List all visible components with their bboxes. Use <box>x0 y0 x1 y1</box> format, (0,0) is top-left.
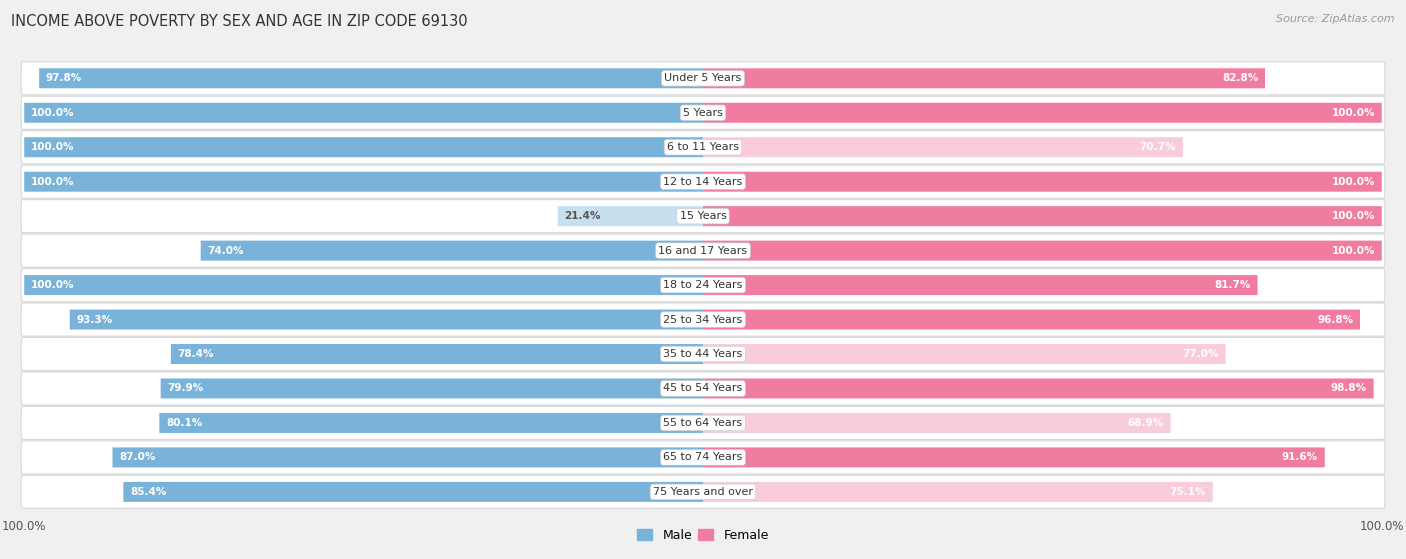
FancyBboxPatch shape <box>703 447 1324 467</box>
FancyBboxPatch shape <box>703 482 1213 502</box>
Text: 98.8%: 98.8% <box>1330 383 1367 394</box>
Text: 65 to 74 Years: 65 to 74 Years <box>664 452 742 462</box>
Text: 21.4%: 21.4% <box>565 211 600 221</box>
Text: 80.1%: 80.1% <box>166 418 202 428</box>
FancyBboxPatch shape <box>172 344 703 364</box>
Text: 75 Years and over: 75 Years and over <box>652 487 754 497</box>
Text: 18 to 24 Years: 18 to 24 Years <box>664 280 742 290</box>
Text: 70.7%: 70.7% <box>1140 142 1175 152</box>
Text: Under 5 Years: Under 5 Years <box>665 73 741 83</box>
Text: 87.0%: 87.0% <box>120 452 156 462</box>
FancyBboxPatch shape <box>703 240 1382 260</box>
FancyBboxPatch shape <box>703 68 1265 88</box>
FancyBboxPatch shape <box>21 165 1385 198</box>
FancyBboxPatch shape <box>703 310 1360 330</box>
FancyBboxPatch shape <box>159 413 703 433</box>
FancyBboxPatch shape <box>21 372 1385 405</box>
Text: 77.0%: 77.0% <box>1182 349 1219 359</box>
Text: 6 to 11 Years: 6 to 11 Years <box>666 142 740 152</box>
Text: INCOME ABOVE POVERTY BY SEX AND AGE IN ZIP CODE 69130: INCOME ABOVE POVERTY BY SEX AND AGE IN Z… <box>11 14 468 29</box>
FancyBboxPatch shape <box>21 200 1385 233</box>
Text: 100.0%: 100.0% <box>1331 177 1375 187</box>
Text: 12 to 14 Years: 12 to 14 Years <box>664 177 742 187</box>
Text: Source: ZipAtlas.com: Source: ZipAtlas.com <box>1277 14 1395 24</box>
FancyBboxPatch shape <box>558 206 703 226</box>
FancyBboxPatch shape <box>124 482 703 502</box>
FancyBboxPatch shape <box>21 303 1385 336</box>
FancyBboxPatch shape <box>703 344 1226 364</box>
FancyBboxPatch shape <box>703 378 1374 399</box>
Text: 15 Years: 15 Years <box>679 211 727 221</box>
Text: 55 to 64 Years: 55 to 64 Years <box>664 418 742 428</box>
Text: 25 to 34 Years: 25 to 34 Years <box>664 315 742 325</box>
Text: 68.9%: 68.9% <box>1128 418 1164 428</box>
Text: 100.0%: 100.0% <box>31 142 75 152</box>
FancyBboxPatch shape <box>24 275 703 295</box>
FancyBboxPatch shape <box>21 475 1385 509</box>
FancyBboxPatch shape <box>24 172 703 192</box>
Text: 75.1%: 75.1% <box>1170 487 1206 497</box>
FancyBboxPatch shape <box>112 447 703 467</box>
Text: 5 Years: 5 Years <box>683 108 723 118</box>
FancyBboxPatch shape <box>24 103 703 123</box>
Text: 45 to 54 Years: 45 to 54 Years <box>664 383 742 394</box>
Text: 100.0%: 100.0% <box>1331 108 1375 118</box>
Text: 91.6%: 91.6% <box>1282 452 1317 462</box>
Text: 81.7%: 81.7% <box>1215 280 1251 290</box>
FancyBboxPatch shape <box>21 96 1385 129</box>
Text: 96.8%: 96.8% <box>1317 315 1353 325</box>
FancyBboxPatch shape <box>21 131 1385 164</box>
Text: 74.0%: 74.0% <box>208 245 245 255</box>
FancyBboxPatch shape <box>70 310 703 330</box>
FancyBboxPatch shape <box>703 172 1382 192</box>
FancyBboxPatch shape <box>703 138 1182 157</box>
Text: 100.0%: 100.0% <box>31 108 75 118</box>
Text: 100.0%: 100.0% <box>1331 211 1375 221</box>
FancyBboxPatch shape <box>21 406 1385 439</box>
FancyBboxPatch shape <box>21 441 1385 474</box>
FancyBboxPatch shape <box>703 275 1257 295</box>
FancyBboxPatch shape <box>160 378 703 399</box>
FancyBboxPatch shape <box>21 338 1385 371</box>
Text: 93.3%: 93.3% <box>76 315 112 325</box>
FancyBboxPatch shape <box>703 103 1382 123</box>
FancyBboxPatch shape <box>703 206 1382 226</box>
FancyBboxPatch shape <box>703 413 1171 433</box>
FancyBboxPatch shape <box>39 68 703 88</box>
Text: 16 and 17 Years: 16 and 17 Years <box>658 245 748 255</box>
Text: 78.4%: 78.4% <box>177 349 214 359</box>
Text: 100.0%: 100.0% <box>31 177 75 187</box>
FancyBboxPatch shape <box>21 268 1385 302</box>
Text: 85.4%: 85.4% <box>131 487 166 497</box>
Text: 82.8%: 82.8% <box>1222 73 1258 83</box>
Legend: Male, Female: Male, Female <box>633 524 773 547</box>
Text: 100.0%: 100.0% <box>1331 245 1375 255</box>
FancyBboxPatch shape <box>21 61 1385 95</box>
FancyBboxPatch shape <box>24 138 703 157</box>
Text: 35 to 44 Years: 35 to 44 Years <box>664 349 742 359</box>
Text: 97.8%: 97.8% <box>46 73 82 83</box>
Text: 100.0%: 100.0% <box>31 280 75 290</box>
FancyBboxPatch shape <box>201 240 703 260</box>
FancyBboxPatch shape <box>21 234 1385 267</box>
Text: 79.9%: 79.9% <box>167 383 204 394</box>
